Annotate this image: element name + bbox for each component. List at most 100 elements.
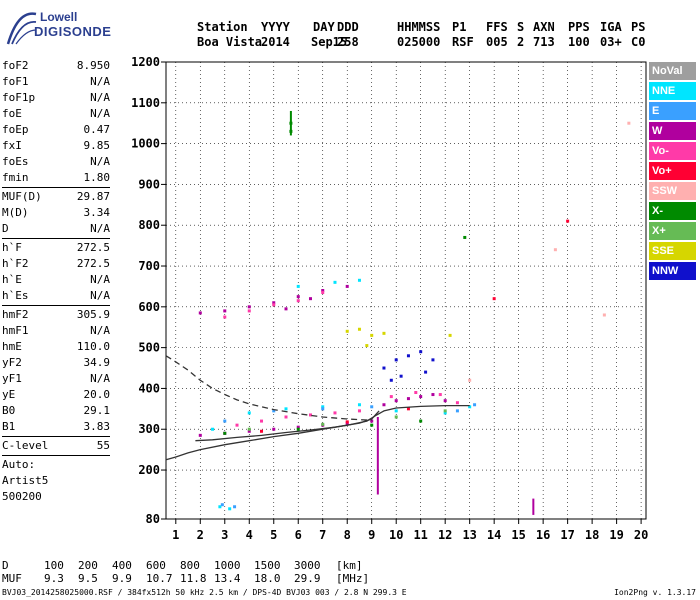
echo-point <box>382 403 386 407</box>
echo-point <box>296 299 300 303</box>
header-label: YYYY <box>261 20 290 34</box>
echo-point <box>284 407 288 411</box>
echo-point <box>308 413 312 417</box>
echo-point <box>406 354 410 358</box>
param-divider <box>2 187 110 188</box>
param-row: yE 20.0 <box>2 387 110 403</box>
echo-point <box>394 409 398 413</box>
param-value: N/A <box>90 222 110 235</box>
param-value: 305.9 <box>76 308 110 321</box>
logo-line1: Lowell <box>40 10 78 24</box>
y-tick-label: 900 <box>138 177 160 191</box>
param-row: C-level 55 <box>2 438 110 454</box>
param-row: h`E N/A <box>2 272 110 288</box>
legend-entry: SSW <box>649 182 696 200</box>
header-value: Boa Vista <box>197 35 263 49</box>
y-tick-label: 300 <box>138 422 160 436</box>
echo-point <box>473 403 477 407</box>
y-tick-label: 200 <box>138 463 160 477</box>
x-tick-label: 19 <box>609 528 623 542</box>
param-name: yE <box>2 388 16 401</box>
muf-cell: MUF <box>2 572 22 585</box>
legend-entry: E <box>649 102 696 120</box>
param-row: hmF1 N/A <box>2 323 110 339</box>
param-name: h`E <box>2 273 22 286</box>
logo-emblem-icon <box>6 12 37 45</box>
echo-point <box>443 409 447 413</box>
echo-point <box>414 391 418 395</box>
param-value: N/A <box>90 289 110 302</box>
echo-point <box>223 431 227 435</box>
x-tick-label: 16 <box>536 528 550 542</box>
param-row: foEp 0.47 <box>2 122 110 138</box>
x-tick-label: 5 <box>270 528 277 542</box>
echo-point <box>419 395 423 399</box>
x-tick-label: 18 <box>585 528 599 542</box>
param-row: foF2 8.950 <box>2 58 110 74</box>
echo-point <box>247 411 251 415</box>
legend-entry: Vo+ <box>649 162 696 180</box>
param-row: foF1 N/A <box>2 74 110 90</box>
muf-cell: 10.7 <box>146 572 173 585</box>
x-tick-label: 7 <box>319 528 326 542</box>
header-label: S <box>517 20 525 34</box>
footer-version: Ion2Png v. 1.3.17 <box>614 588 696 597</box>
echo-point <box>223 419 227 423</box>
logo-line2: DIGISONDE <box>34 24 112 39</box>
legend-entry: NoVal <box>649 62 696 80</box>
echo-point <box>468 378 472 382</box>
profile-curve <box>165 404 470 461</box>
echo-point <box>431 358 435 362</box>
y-tick-label: 1100 <box>131 96 160 110</box>
header-label: AXN <box>533 20 555 34</box>
echo-point <box>198 311 202 315</box>
header-value: Sep15 <box>311 35 348 49</box>
param-row: foE N/A <box>2 106 110 122</box>
param-name: M(D) <box>2 206 29 219</box>
echo-point <box>333 280 337 284</box>
param-value: 29.87 <box>76 190 110 203</box>
x-tick-label: 10 <box>389 528 403 542</box>
echo-point <box>370 405 374 409</box>
scaled-parameters-panel: foF2 8.950 foF1 N/A foF1p N/A foE N/A foEp 0.47 fx… <box>2 58 110 505</box>
muf-cell: 13.4 <box>214 572 241 585</box>
echo-point <box>223 315 227 319</box>
param-divider <box>2 455 110 456</box>
param-row: h`F2 272.5 <box>2 256 110 272</box>
distance-cell: 400 <box>112 559 132 572</box>
y-tick-label: 500 <box>138 341 160 355</box>
param-name: yF1 <box>2 372 22 385</box>
polarization-legend: NoVal NNE E W Vo- Vo+ SSW X- X+ SSE NNW <box>649 62 696 282</box>
param-value: 272.5 <box>76 241 110 254</box>
y-tick-label: 1200 <box>131 55 160 69</box>
plot-frame <box>165 61 647 520</box>
echo-point <box>448 333 452 337</box>
x-tick-label: 20 <box>634 528 648 542</box>
header-label: Station <box>197 20 248 34</box>
param-value: 1.80 <box>83 171 111 184</box>
header-value: 2014 <box>261 35 290 49</box>
x-tick-label: 13 <box>462 528 476 542</box>
header-value: 025000 <box>397 35 441 49</box>
y-tick-label: 400 <box>138 381 160 395</box>
legend-entry: NNW <box>649 262 696 280</box>
x-tick-label: 1 <box>172 528 179 542</box>
param-value: 3.83 <box>83 420 111 433</box>
echo-point <box>394 399 398 403</box>
distance-cell: 3000 <box>294 559 321 572</box>
autoscaling-info: Auto: <box>2 458 36 471</box>
echo-point <box>198 433 202 437</box>
echo-point <box>455 401 459 405</box>
param-value: 55 <box>96 439 110 452</box>
param-value: N/A <box>90 155 110 168</box>
echo-point <box>272 303 276 307</box>
param-name: foEp <box>2 123 29 136</box>
echo-point <box>443 411 447 415</box>
echo-point <box>357 409 361 413</box>
echo-point <box>247 427 251 431</box>
echo-point <box>321 405 325 409</box>
echo-point <box>272 301 276 305</box>
echo-point <box>272 409 276 413</box>
echo-point <box>389 378 393 382</box>
